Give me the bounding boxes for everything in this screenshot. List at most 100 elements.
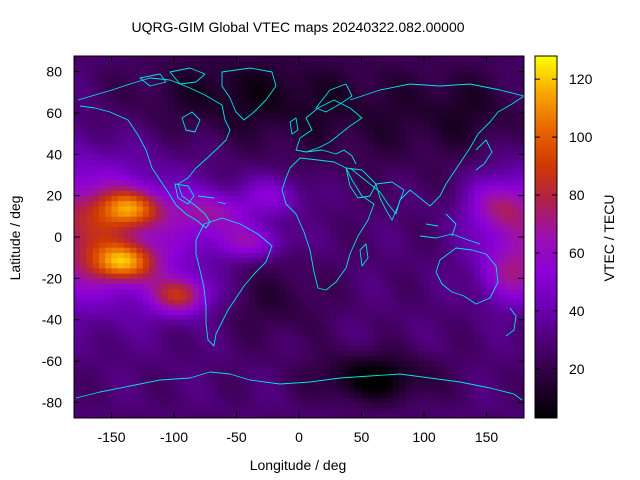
heatmap-cell xyxy=(255,314,262,321)
heatmap-cell xyxy=(199,355,206,362)
heatmap-cell xyxy=(511,412,519,419)
heatmap-cell xyxy=(242,221,250,228)
heatmap-cell xyxy=(305,340,312,346)
heatmap-cell xyxy=(230,180,237,186)
heatmap-cell xyxy=(155,211,162,217)
heatmap-cell xyxy=(499,330,506,336)
heatmap-cell xyxy=(142,376,150,383)
heatmap-cell xyxy=(474,262,481,269)
heatmap-cell xyxy=(355,319,362,326)
heatmap-cell xyxy=(292,293,300,300)
heatmap-cell xyxy=(111,273,119,279)
heatmap-cell xyxy=(361,87,369,93)
heatmap-cell xyxy=(467,76,475,83)
heatmap-cell xyxy=(261,340,269,346)
heatmap-cell xyxy=(217,345,225,352)
heatmap-cell xyxy=(74,324,81,331)
heatmap-cell xyxy=(455,324,462,331)
heatmap-cell xyxy=(155,350,162,357)
heatmap-cell xyxy=(149,216,156,222)
heatmap-cell xyxy=(330,262,337,269)
heatmap-cell xyxy=(311,143,319,150)
heatmap-cell xyxy=(430,299,437,305)
heatmap-cell xyxy=(449,345,456,352)
heatmap-cell xyxy=(136,76,144,83)
heatmap-cell xyxy=(355,143,362,150)
heatmap-cell xyxy=(255,293,262,300)
heatmap-cell xyxy=(467,107,475,114)
heatmap-cell xyxy=(224,71,231,78)
heatmap-cell xyxy=(330,299,337,305)
heatmap-cell xyxy=(267,97,275,103)
heatmap-cell xyxy=(380,143,387,150)
heatmap-cell xyxy=(455,309,462,315)
heatmap-cell xyxy=(317,226,325,233)
heatmap-cell xyxy=(286,299,294,305)
heatmap-cell xyxy=(317,355,325,362)
heatmap-cell xyxy=(192,149,200,155)
heatmap-cell xyxy=(436,81,444,88)
heatmap-cell xyxy=(411,143,419,150)
heatmap-cell xyxy=(74,371,81,378)
heatmap-cell xyxy=(255,252,262,259)
heatmap-cell xyxy=(186,376,194,383)
heatmap-cell xyxy=(474,392,481,398)
heatmap-cell xyxy=(342,278,350,284)
heatmap-cell xyxy=(336,293,344,300)
heatmap-cell xyxy=(505,205,512,212)
heatmap-cell xyxy=(311,211,319,217)
heatmap-cell xyxy=(80,133,87,140)
heatmap-cell xyxy=(117,350,125,357)
heatmap-cell xyxy=(99,226,106,233)
heatmap-cell xyxy=(386,159,394,165)
heatmap-cell xyxy=(517,392,525,398)
heatmap-cell xyxy=(505,402,512,409)
heatmap-cell xyxy=(255,143,262,150)
heatmap-cell xyxy=(217,81,225,88)
heatmap-cell xyxy=(399,350,406,357)
heatmap-cell xyxy=(511,247,519,253)
heatmap-cell xyxy=(186,242,194,248)
heatmap-cell xyxy=(280,268,287,274)
heatmap-cell xyxy=(180,402,187,409)
heatmap-cell xyxy=(155,143,162,150)
heatmap-cell xyxy=(405,143,412,150)
heatmap-cell xyxy=(105,257,112,264)
heatmap-cell xyxy=(174,195,181,202)
heatmap-cell xyxy=(155,247,162,253)
heatmap-cell xyxy=(124,190,131,197)
heatmap-cell xyxy=(280,97,287,103)
heatmap-cell xyxy=(442,314,450,321)
heatmap-cell xyxy=(349,273,356,279)
heatmap-cell xyxy=(155,112,162,119)
heatmap-cell xyxy=(405,71,412,78)
heatmap-cell xyxy=(386,133,394,140)
heatmap-cell xyxy=(417,392,425,398)
heatmap-cell xyxy=(399,407,406,414)
heatmap-cell xyxy=(267,397,275,403)
heatmap-cell xyxy=(367,371,375,378)
heatmap-cell xyxy=(205,195,212,202)
heatmap-cell xyxy=(249,330,256,336)
heatmap-cell xyxy=(217,237,225,243)
heatmap-cell xyxy=(124,257,131,264)
heatmap-cell xyxy=(86,252,94,259)
heatmap-cell xyxy=(342,154,350,160)
heatmap-cell xyxy=(80,273,87,279)
heatmap-cell xyxy=(424,143,431,150)
heatmap-cell xyxy=(324,247,331,253)
heatmap-cell xyxy=(467,299,475,305)
heatmap-cell xyxy=(511,185,519,191)
heatmap-cell xyxy=(136,87,144,93)
heatmap-cell xyxy=(124,102,131,109)
heatmap-cell xyxy=(99,133,106,140)
heatmap-cell xyxy=(117,314,125,321)
heatmap-cell xyxy=(336,128,344,134)
heatmap-cell xyxy=(242,330,250,336)
heatmap-cell xyxy=(174,273,181,279)
heatmap-cell xyxy=(455,216,462,222)
heatmap-cell xyxy=(330,304,337,310)
heatmap-cell xyxy=(374,314,381,321)
heatmap-cell xyxy=(124,195,131,202)
heatmap-cell xyxy=(517,381,525,388)
